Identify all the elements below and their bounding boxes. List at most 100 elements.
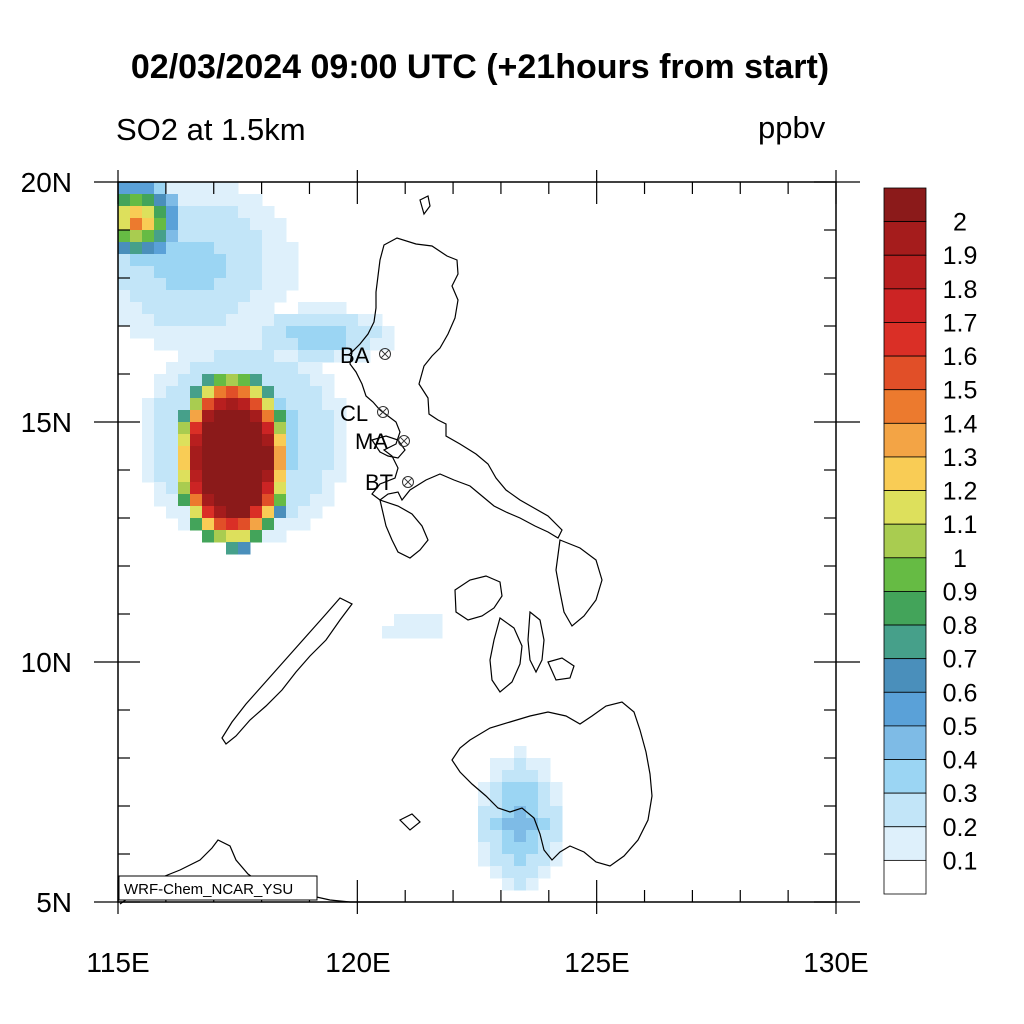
heatmap-cell (202, 254, 215, 267)
heatmap-cell (202, 302, 215, 315)
heatmap-cell (250, 314, 263, 327)
heatmap-cell (286, 242, 299, 255)
heatmap-cell (238, 218, 251, 231)
heatmap-cell (550, 818, 563, 831)
heatmap-cell (238, 254, 251, 267)
heatmap-cell (274, 482, 287, 495)
heatmap-cell (502, 866, 515, 879)
heatmap-cell (166, 194, 179, 207)
heatmap-cell (154, 494, 167, 507)
heatmap-cell (226, 314, 239, 327)
heatmap-cell (238, 482, 251, 495)
colorbar-swatch (883, 187, 927, 223)
coastline-taiwan-tip (419, 195, 431, 216)
heatmap-cell (262, 494, 275, 507)
heatmap-cell (154, 458, 167, 471)
heatmap-cell (274, 326, 287, 339)
heatmap-cell (142, 194, 155, 207)
heatmap-cell (286, 278, 299, 291)
heatmap-cell (214, 182, 227, 195)
heatmap-cell (334, 434, 347, 447)
station-label-cl: CL (340, 401, 368, 426)
heatmap-cell (514, 866, 527, 879)
heatmap-cell (226, 278, 239, 291)
heatmap-cell (214, 470, 227, 483)
heatmap-cell (226, 350, 239, 363)
heatmap-cell (178, 398, 191, 411)
heatmap-cell (202, 434, 215, 447)
heatmap-cell (250, 326, 263, 339)
model-label-box: WRF-Chem_NCAR_YSU (118, 875, 318, 901)
coastlines (119, 195, 653, 905)
heatmap-cell (238, 278, 251, 291)
heatmap-cell (202, 422, 215, 435)
heatmap-cell (166, 326, 179, 339)
heatmap-cell (166, 434, 179, 447)
heatmap-cell (166, 506, 179, 519)
heatmap-cell (262, 446, 275, 459)
heatmap-cell (214, 194, 227, 207)
heatmap-cell (550, 782, 563, 795)
heatmap-cell (334, 398, 347, 411)
heatmap-cell (202, 206, 215, 219)
heatmap-cell (274, 242, 287, 255)
heatmap-cell (322, 338, 335, 351)
heatmap-cell (118, 266, 131, 279)
heatmap-cell (526, 830, 539, 843)
heatmap-cell (490, 842, 503, 855)
heatmap-cell (310, 338, 323, 351)
heatmap-cell (154, 422, 167, 435)
heatmap-cell (262, 386, 275, 399)
heatmap-cell (322, 386, 335, 399)
heatmap-cell (322, 470, 335, 483)
station-label-ma: MA (355, 429, 388, 454)
heatmap-cell (250, 362, 263, 375)
heatmap-cell (226, 290, 239, 303)
heatmap-cell (370, 338, 383, 351)
heatmap-cell (298, 314, 311, 327)
heatmap-cell (130, 290, 143, 303)
heatmap-cell (334, 470, 347, 483)
heatmap-cell (214, 314, 227, 327)
heatmap-cell (262, 230, 275, 243)
coastline-sulu (398, 813, 421, 831)
heatmap-cell (514, 854, 527, 867)
heatmap-cell (202, 314, 215, 327)
model-label: WRF-Chem_NCAR_YSU (124, 881, 293, 898)
heatmap-cell (490, 866, 503, 879)
colorbar-swatch (883, 826, 927, 861)
heatmap-cell (190, 362, 203, 375)
heatmap-cell (178, 470, 191, 483)
heatmap-cell (526, 782, 539, 795)
heatmap-cell (310, 422, 323, 435)
heatmap-cell (346, 338, 359, 351)
lat-tick-5n: 5N (36, 887, 72, 918)
heatmap-cell (202, 278, 215, 291)
heatmap-cell (274, 350, 287, 363)
heatmap-cell (286, 326, 299, 339)
heatmap-cell (538, 854, 551, 867)
heatmap-cell (286, 398, 299, 411)
heatmap-cell (166, 338, 179, 351)
heatmap-cell (250, 386, 263, 399)
heatmap-cell (154, 410, 167, 423)
heatmap-cell (226, 446, 239, 459)
heatmap-cell (538, 782, 551, 795)
heatmap-cell (166, 290, 179, 303)
colorbar-label: 0.7 (943, 646, 978, 674)
heatmap-cell (142, 266, 155, 279)
heatmap-cell (406, 614, 419, 627)
heatmap-cell (262, 206, 275, 219)
heatmap-cell (178, 410, 191, 423)
heatmap-cell (238, 314, 251, 327)
heatmap-cell (298, 434, 311, 447)
heatmap-cell (238, 290, 251, 303)
heatmap-cell (514, 842, 527, 855)
colorbar-label: 1.3 (943, 444, 978, 472)
colorbar-swatch (883, 624, 927, 660)
lon-tick-115e: 115E (86, 947, 149, 978)
heatmap-cell (214, 338, 227, 351)
heatmap-cell (190, 386, 203, 399)
heatmap-cell (238, 230, 251, 243)
heatmap-cell (250, 458, 263, 471)
